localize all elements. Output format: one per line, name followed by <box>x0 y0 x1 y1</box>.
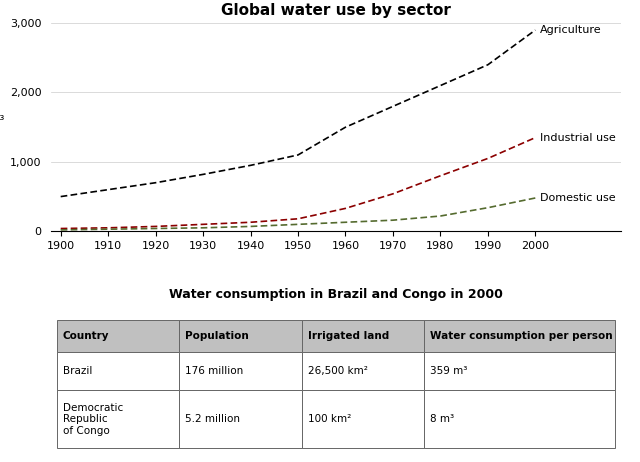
Text: Irrigated land: Irrigated land <box>308 331 389 341</box>
FancyBboxPatch shape <box>302 353 424 390</box>
FancyBboxPatch shape <box>57 353 179 390</box>
FancyBboxPatch shape <box>302 390 424 448</box>
FancyBboxPatch shape <box>424 353 615 390</box>
FancyBboxPatch shape <box>57 321 179 353</box>
Text: Democratic
Republic
of Congo: Democratic Republic of Congo <box>63 402 123 436</box>
FancyBboxPatch shape <box>179 353 302 390</box>
FancyBboxPatch shape <box>57 390 179 448</box>
Text: Water consumption per person: Water consumption per person <box>430 331 613 341</box>
Y-axis label: km³: km³ <box>0 114 5 127</box>
Text: 359 m³: 359 m³ <box>430 366 468 376</box>
FancyBboxPatch shape <box>179 321 302 353</box>
FancyBboxPatch shape <box>179 390 302 448</box>
FancyBboxPatch shape <box>424 390 615 448</box>
Text: 100 km²: 100 km² <box>308 414 351 424</box>
FancyBboxPatch shape <box>424 321 615 353</box>
Text: 8 m³: 8 m³ <box>430 414 454 424</box>
FancyBboxPatch shape <box>302 321 424 353</box>
Title: Water consumption in Brazil and Congo in 2000: Water consumption in Brazil and Congo in… <box>169 288 503 301</box>
Text: Brazil: Brazil <box>63 366 92 376</box>
Text: Industrial use: Industrial use <box>540 133 616 143</box>
Text: Country: Country <box>63 331 109 341</box>
Title: Global water use by sector: Global water use by sector <box>221 3 451 18</box>
Text: Population: Population <box>185 331 249 341</box>
Text: 5.2 million: 5.2 million <box>185 414 240 424</box>
Text: Domestic use: Domestic use <box>540 193 616 203</box>
Text: Agriculture: Agriculture <box>540 25 602 35</box>
Text: 176 million: 176 million <box>185 366 243 376</box>
Text: 26,500 km²: 26,500 km² <box>308 366 367 376</box>
